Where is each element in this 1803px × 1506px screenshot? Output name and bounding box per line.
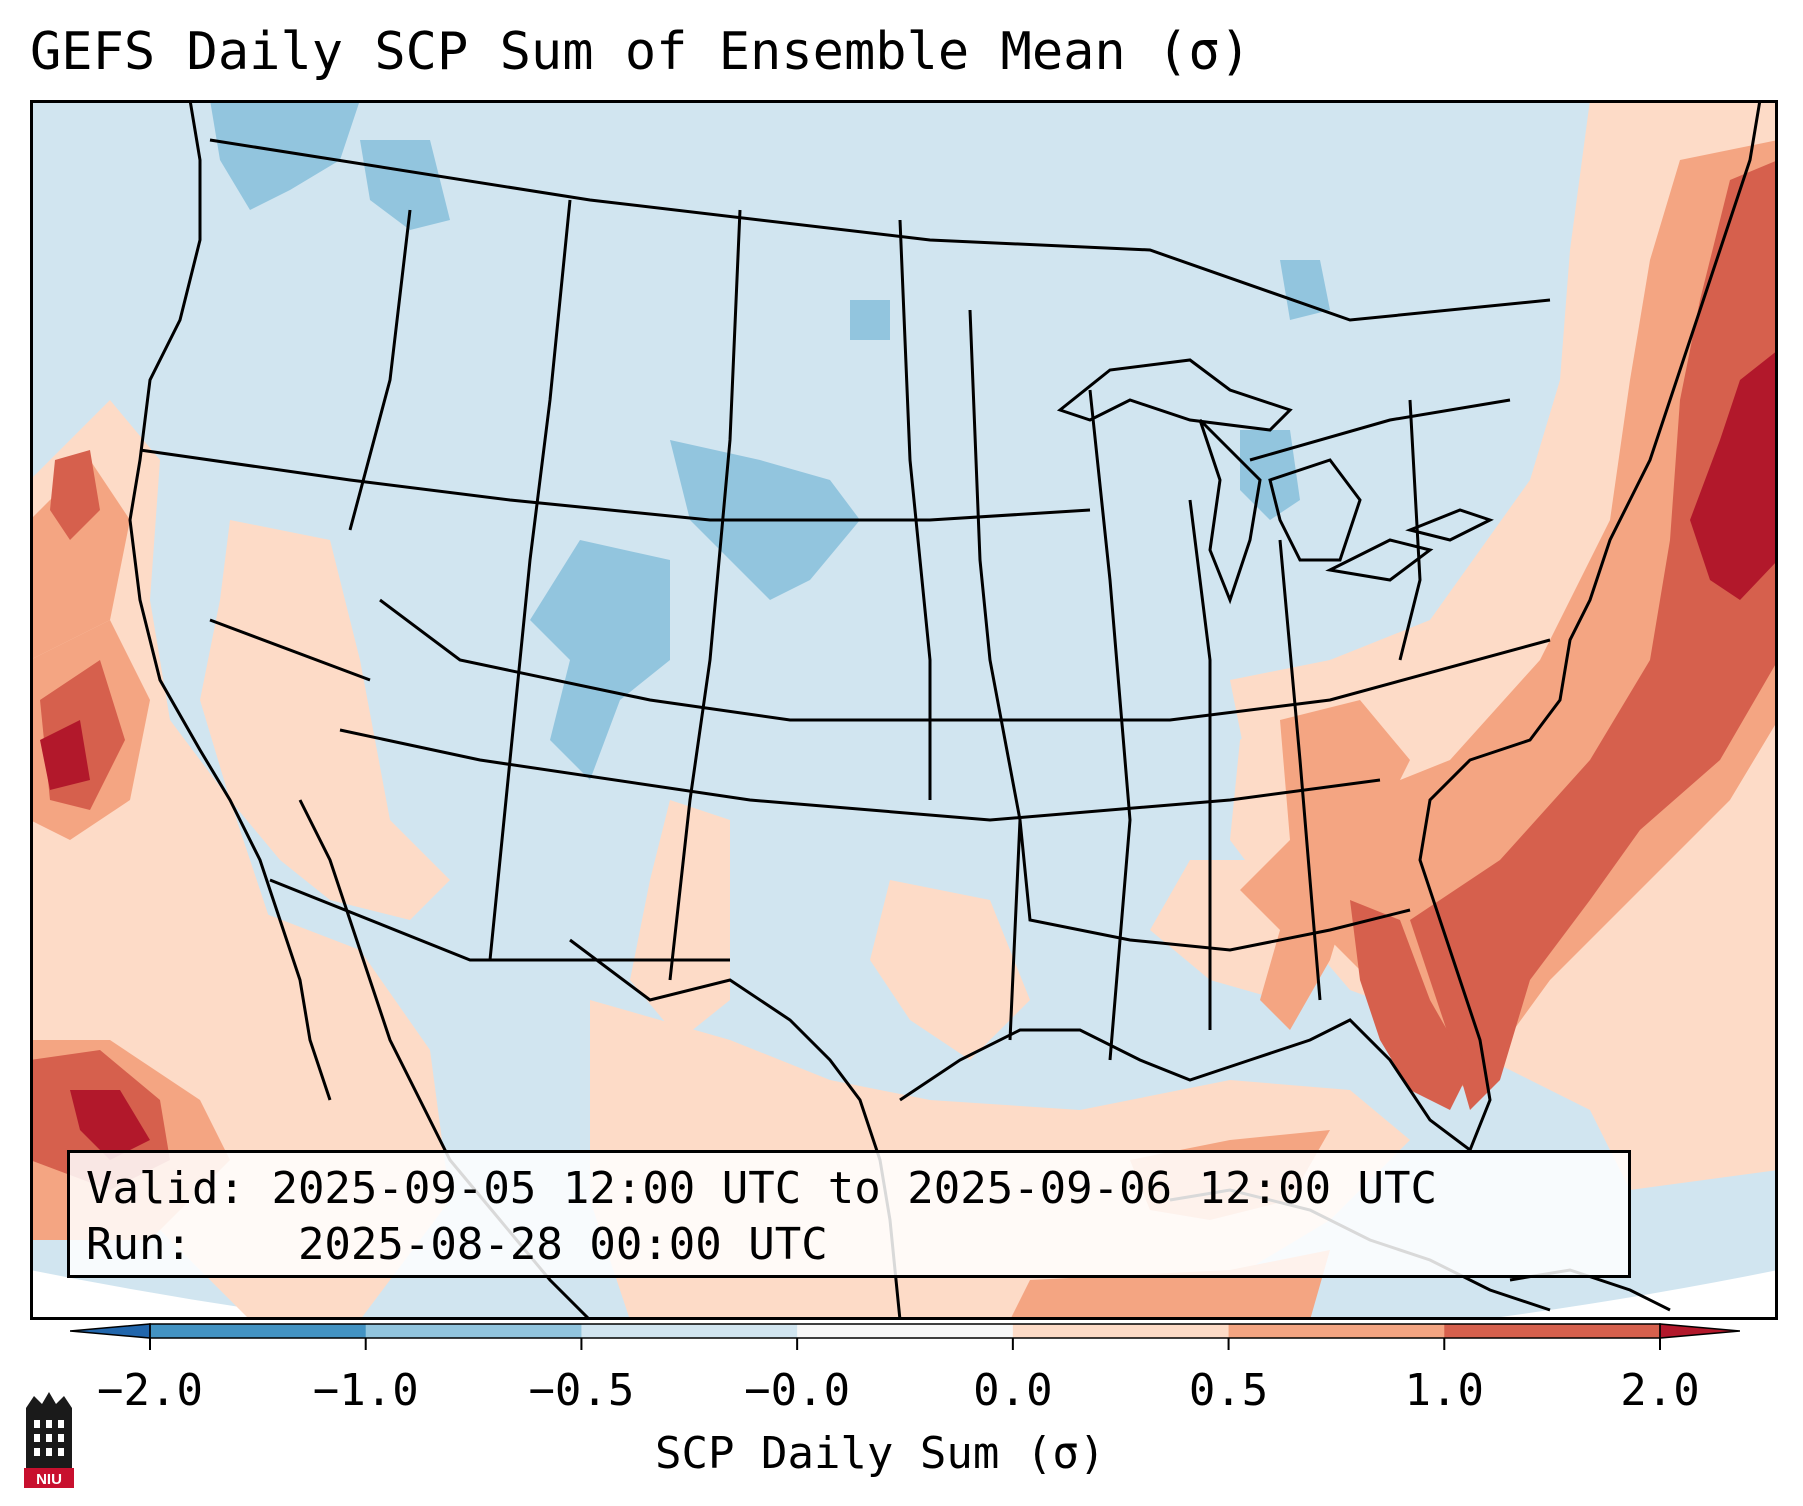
projection-edge-left (30, 1270, 330, 1320)
colorbar-ticks (149, 1338, 1661, 1350)
anomaly-superior-neg (1280, 260, 1330, 320)
great-lakes (1056, 358, 1494, 605)
colorbar-bin (797, 1324, 1014, 1338)
colorbar-bin (1228, 1324, 1445, 1338)
colorbar-label: SCP Daily Sum (σ) (655, 1428, 1106, 1479)
colorbar-tick-label: −0.0 (744, 1365, 851, 1416)
logo-banner (24, 1468, 74, 1488)
logo-text: NIU (36, 1471, 62, 1488)
anomaly-dakota-neg (850, 300, 890, 340)
valid-run-info-box: Valid: 2025-09-05 12:00 UTC to 2025-09-0… (67, 1150, 1631, 1278)
anomaly-michigan-neg (1240, 430, 1300, 520)
colorbar-tick-label: 0.0 (973, 1365, 1053, 1416)
anomaly-florida-strong (1350, 900, 1470, 1110)
colorbar-tick-label: 1.0 (1404, 1365, 1485, 1416)
colorbar-under-arrow (70, 1323, 151, 1339)
anomaly-nm-light (630, 800, 730, 1040)
colorbar-bin (365, 1324, 582, 1338)
colorbar-tick-label: −2.0 (97, 1365, 203, 1416)
logo-tower (26, 1392, 72, 1468)
map-title: GEFS Daily SCP Sum of Ensemble Mean (σ) (30, 22, 1251, 82)
colorbar-outline (149, 1323, 1661, 1339)
colorbar-tick-label: 0.5 (1188, 1365, 1269, 1416)
valid-time-range: 2025-09-05 12:00 UTC to 2025-09-06 12:00… (271, 1163, 1438, 1214)
logo-windows (34, 1420, 64, 1456)
colorbar-tick-label: −1.0 (312, 1365, 419, 1416)
anomaly-pacific-max-south (70, 1090, 150, 1160)
anomaly-idaho-neg (360, 140, 450, 230)
colorbar-bin (1444, 1324, 1661, 1338)
anomaly-northeast-strong (1410, 160, 1778, 1110)
state-borders (139, 138, 1551, 1061)
colorbar (70, 1323, 1740, 1350)
anomaly-colorado-neg (530, 540, 670, 780)
map-panel (30, 100, 1778, 1320)
colorbar-bin (150, 1324, 367, 1338)
colorbar-bin (581, 1324, 798, 1338)
projection-edge-right (1478, 1270, 1778, 1320)
colorbar-tick-label: −0.5 (528, 1365, 635, 1416)
run-time: 2025-08-28 00:00 UTC (297, 1219, 828, 1270)
colorbar-over-arrow (1659, 1323, 1740, 1339)
colorbar-tick-label: 2.0 (1620, 1365, 1700, 1416)
anomaly-pacific-strong-north (50, 450, 100, 540)
anomaly-texas-light (870, 880, 1030, 1060)
anomaly-southwest-light (200, 520, 450, 920)
colorbar-bins (150, 1324, 1661, 1338)
colorbar-bin (1012, 1324, 1230, 1338)
anomaly-washington-neg (210, 100, 360, 210)
anomaly-northeast-max (1690, 350, 1778, 600)
map-border (30, 100, 1778, 1320)
anomaly-northeast-medium (1310, 140, 1778, 1090)
scp-map (30, 100, 1778, 1320)
run-label: Run: (86, 1219, 192, 1270)
anomaly-pacific-max-mid (40, 720, 90, 790)
valid-label: Valid: (86, 1163, 245, 1214)
niu-logo: NIU (24, 1392, 74, 1488)
